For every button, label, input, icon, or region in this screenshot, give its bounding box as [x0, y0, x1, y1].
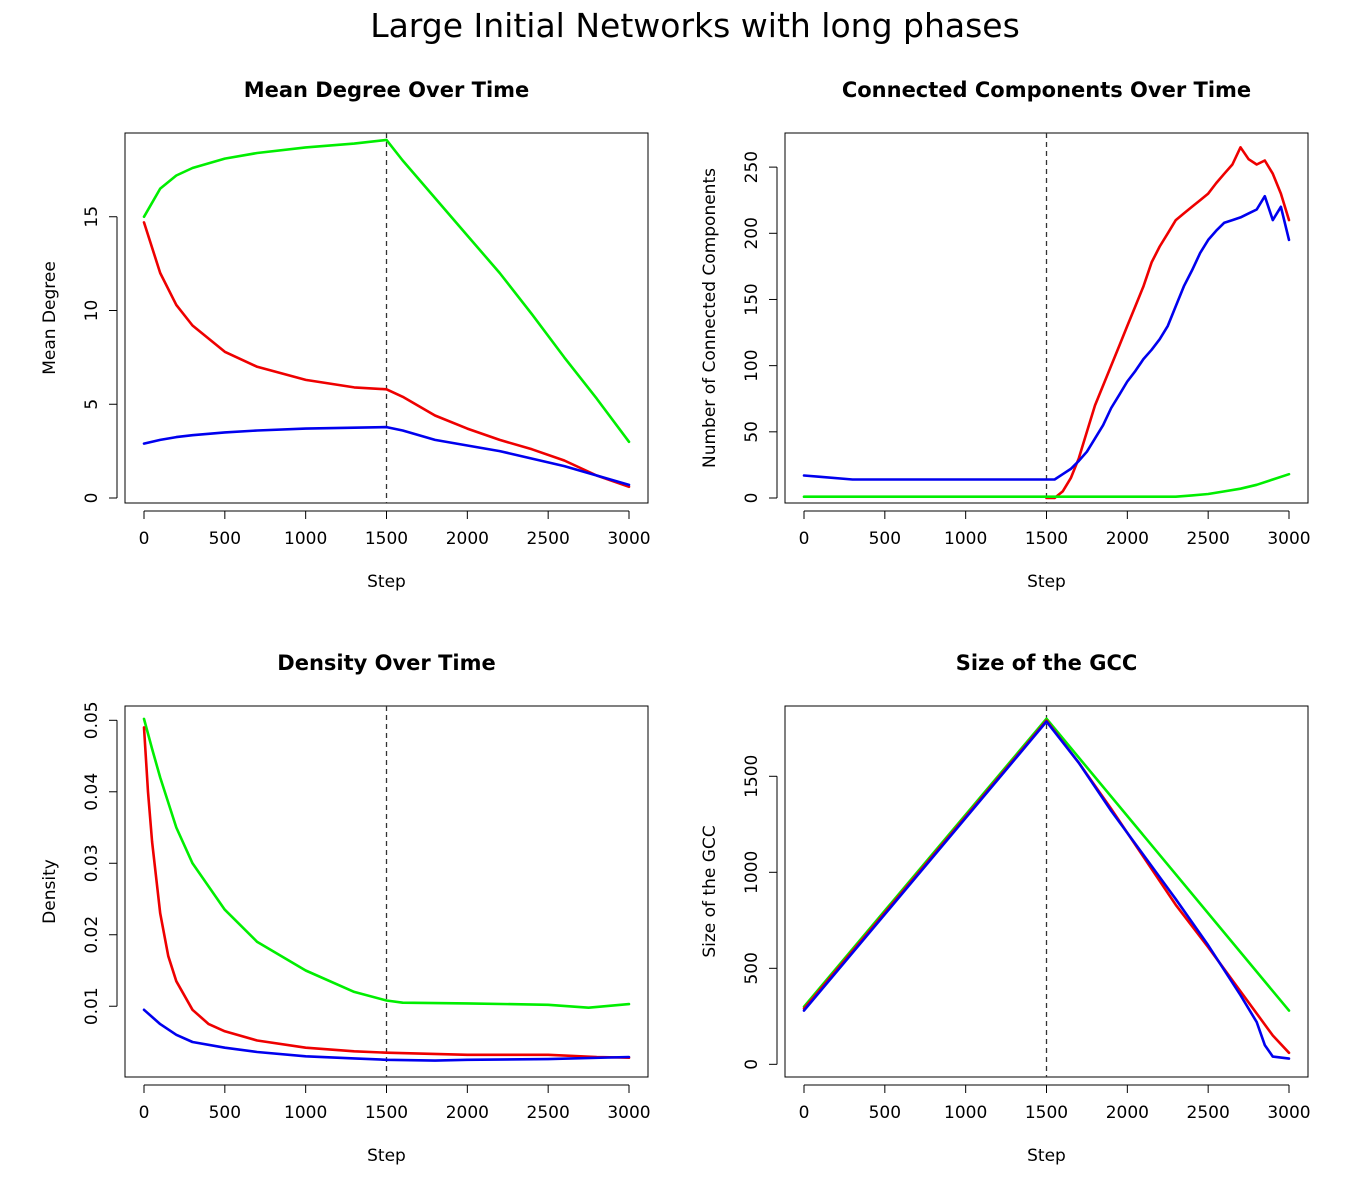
y-tick-label: 250	[742, 151, 762, 183]
x-tick-label: 0	[139, 1103, 150, 1123]
x-tick-label: 3000	[607, 529, 650, 549]
x-tick-label: 2500	[527, 529, 570, 549]
series-line-red	[142, 221, 631, 489]
y-tick-label: 0	[82, 493, 102, 504]
x-tick-label: 2000	[446, 529, 489, 549]
x-tick-label: 500	[209, 1103, 241, 1123]
y-tick-label: 0.03	[82, 844, 102, 882]
figure-title: Large Initial Networks with long phases	[370, 6, 1020, 45]
series-line-green	[142, 717, 631, 1010]
x-axis-label: Step	[1027, 1146, 1066, 1166]
y-tick-label: 1500	[742, 755, 762, 798]
x-tick-label: 2000	[1106, 1103, 1149, 1123]
y-tick-label: 0.05	[82, 701, 102, 739]
x-axis-label: Step	[367, 572, 406, 592]
series-line-red	[1045, 146, 1291, 500]
x-tick-label: 2500	[1187, 1103, 1230, 1123]
y-tick-label: 1000	[742, 851, 762, 894]
series-line-blue	[802, 720, 1291, 1060]
x-tick-label: 1500	[365, 1103, 408, 1123]
x-tick-label: 1500	[1025, 529, 1068, 549]
y-tick-label: 10	[82, 300, 102, 322]
x-tick-label: 500	[209, 529, 241, 549]
x-tick-label: 2500	[527, 1103, 570, 1123]
y-tick-label: 500	[742, 952, 762, 984]
chart-title: Size of the GCC	[956, 651, 1138, 675]
series-line-red	[142, 726, 631, 1059]
x-tick-label: 1500	[1025, 1103, 1068, 1123]
series-line-blue	[142, 425, 631, 487]
chart-title: Mean Degree Over Time	[244, 78, 530, 102]
series-line-green	[142, 138, 631, 444]
chart-panel-1: Mean Degree Over Time 0 500 1000 1500 2000 250…	[40, 78, 651, 592]
chart-panel-4: Size of the GCC 0 500 1000 1500 2000 2500 3000 S…	[700, 651, 1311, 1166]
x-axis-label: Step	[1027, 572, 1066, 592]
y-tick-label: 0	[742, 1059, 762, 1070]
chart-panel-3: Density Over Time 0 500 1000 1500 2000 2500 300…	[40, 651, 651, 1166]
y-tick-label: 50	[742, 421, 762, 443]
series-line-blue	[802, 194, 1291, 481]
y-tick-label: 150	[742, 283, 762, 315]
x-tick-label: 3000	[1267, 529, 1310, 549]
x-tick-label: 1000	[284, 529, 327, 549]
x-tick-label: 500	[869, 529, 901, 549]
x-tick-label: 1000	[284, 1103, 327, 1123]
x-tick-label: 3000	[607, 1103, 650, 1123]
y-axis-label: Mean Degree	[40, 261, 60, 375]
y-tick-label: 0.01	[82, 987, 102, 1025]
x-tick-label: 2500	[1187, 529, 1230, 549]
x-tick-label: 0	[139, 529, 150, 549]
x-tick-label: 2000	[446, 1103, 489, 1123]
x-axis-label: Step	[367, 1146, 406, 1166]
y-tick-label: 5	[82, 399, 102, 410]
x-tick-label: 1000	[944, 1103, 987, 1123]
y-axis-label: Density	[40, 859, 60, 924]
x-tick-label: 500	[869, 1103, 901, 1123]
y-axis-label: Size of the GCC	[700, 825, 720, 957]
chart-title: Density Over Time	[277, 651, 495, 675]
x-tick-label: 0	[799, 1103, 810, 1123]
x-tick-label: 3000	[1267, 1103, 1310, 1123]
y-tick-label: 0.04	[82, 773, 102, 811]
series-line-blue	[142, 1008, 631, 1062]
y-tick-label: 15	[82, 206, 102, 228]
chart-title: Connected Components Over Time	[842, 78, 1251, 102]
x-tick-label: 0	[799, 529, 810, 549]
x-tick-label: 1000	[944, 529, 987, 549]
y-tick-label: 200	[742, 217, 762, 249]
y-tick-label: 0.02	[82, 916, 102, 954]
y-axis-label: Number of Connected Components	[700, 168, 720, 468]
x-tick-label: 2000	[1106, 529, 1149, 549]
x-tick-label: 1500	[365, 529, 408, 549]
y-tick-label: 0	[742, 493, 762, 504]
y-tick-label: 100	[742, 349, 762, 381]
series-line-green	[802, 472, 1291, 499]
